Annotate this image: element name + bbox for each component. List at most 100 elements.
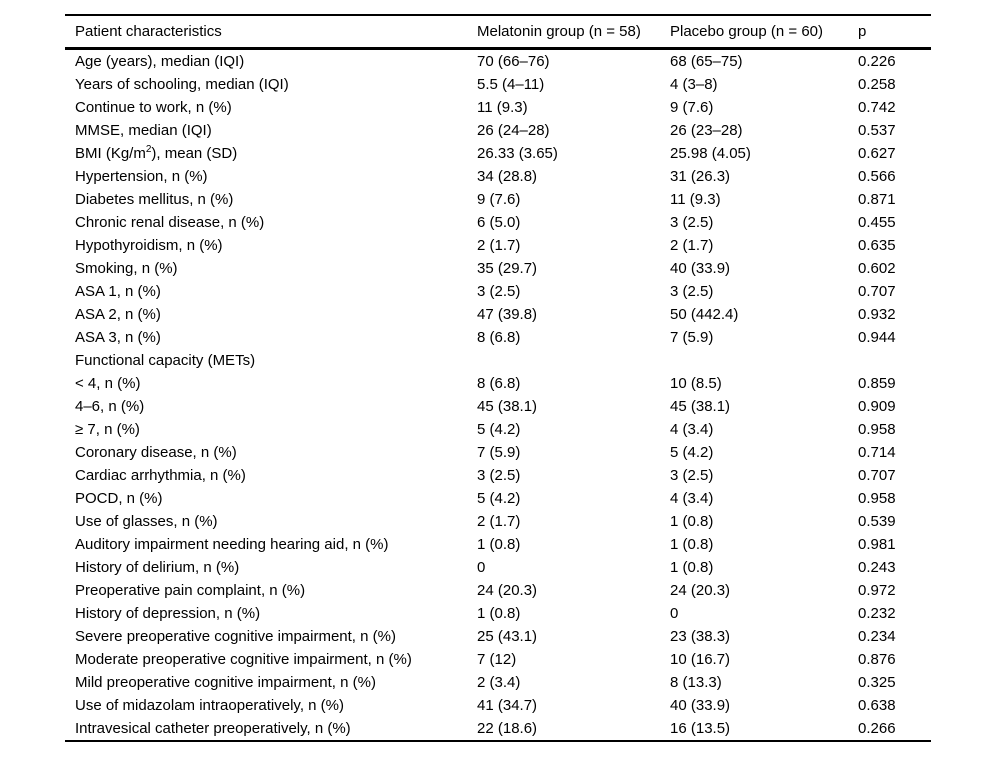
cell-placebo: 4 (3–8) xyxy=(670,76,718,93)
table-row: Functional capacity (METs) xyxy=(65,349,931,372)
cell-p: 0.932 xyxy=(858,306,896,323)
cell-melatonin: 3 (2.5) xyxy=(477,283,521,300)
cell-label: Auditory impairment needing hearing aid,… xyxy=(75,536,389,553)
cell-label: Functional capacity (METs) xyxy=(75,352,256,369)
column-header-melatonin-group: Melatonin group (n = 58) xyxy=(477,23,641,40)
column-header-p-value: p xyxy=(858,23,867,40)
table-header-row: Patient characteristics Melatonin group … xyxy=(65,15,931,49)
cell-placebo: 26 (23–28) xyxy=(670,122,743,139)
cell-label: Hypothyroidism, n (%) xyxy=(75,237,223,254)
cell-placebo: 8 (13.3) xyxy=(670,674,722,691)
table-row: History of delirium, n (%) 0 1 (0.8) 0.243 xyxy=(65,556,931,579)
cell-placebo: 1 (0.8) xyxy=(670,559,714,576)
cell-placebo: 4 (3.4) xyxy=(670,490,714,507)
cell-melatonin: 3 (2.5) xyxy=(477,467,521,484)
cell-p: 0.602 xyxy=(858,260,896,277)
cell-melatonin: 5.5 (4–11) xyxy=(477,76,545,93)
cell-placebo: 1 (0.8) xyxy=(670,536,714,553)
cell-placebo: 31 (26.3) xyxy=(670,168,731,185)
cell-placebo: 23 (38.3) xyxy=(670,628,731,645)
column-header-patient-characteristics: Patient characteristics xyxy=(75,23,222,40)
cell-p: 0.876 xyxy=(858,651,896,668)
cell-melatonin: 11 (9.3) xyxy=(477,99,528,116)
cell-placebo: 16 (13.5) xyxy=(670,720,731,737)
cell-label: Mild preoperative cognitive impairment, … xyxy=(75,674,376,691)
table-row: ASA 1, n (%) 3 (2.5) 3 (2.5) 0.707 xyxy=(65,280,931,303)
cell-melatonin: 22 (18.6) xyxy=(477,720,538,737)
cell-p: 0.981 xyxy=(858,536,896,553)
cell-p: 0.635 xyxy=(858,237,896,254)
table-row: ASA 2, n (%) 47 (39.8) 50 (442.4) 0.932 xyxy=(65,303,931,326)
cell-label: ASA 1, n (%) xyxy=(75,283,161,300)
table-row: Hypothyroidism, n (%) 2 (1.7) 2 (1.7) 0.635 xyxy=(65,234,931,257)
table-row: POCD, n (%) 5 (4.2) 4 (3.4) 0.958 xyxy=(65,487,931,510)
table-row: Auditory impairment needing hearing aid,… xyxy=(65,533,931,556)
cell-p: 0.566 xyxy=(858,168,896,185)
cell-melatonin: 6 (5.0) xyxy=(477,214,521,231)
cell-placebo: 5 (4.2) xyxy=(670,444,714,461)
table-row: MMSE, median (IQI) 26 (24–28) 26 (23–28) 0.… xyxy=(65,119,931,142)
cell-p: 0.714 xyxy=(858,444,896,461)
cell-melatonin: 34 (28.8) xyxy=(477,168,538,185)
cell-p: 0.266 xyxy=(858,720,896,737)
cell-placebo: 24 (20.3) xyxy=(670,582,731,599)
cell-label: History of depression, n (%) xyxy=(75,605,261,622)
cell-label: ASA 2, n (%) xyxy=(75,306,161,323)
table-row: < 4, n (%) 8 (6.8) 10 (8.5) 0.859 xyxy=(65,372,931,395)
cell-label: Cardiac arrhythmia, n (%) xyxy=(75,467,246,484)
cell-melatonin: 24 (20.3) xyxy=(477,582,538,599)
cell-melatonin: 2 (1.7) xyxy=(477,237,521,254)
cell-placebo: 3 (2.5) xyxy=(670,214,714,231)
cell-melatonin: 7 (12) xyxy=(477,651,517,668)
cell-melatonin: 5 (4.2) xyxy=(477,421,521,438)
table-body: Age (years), median (IQI) 70 (66–76) 68 (6… xyxy=(65,49,931,742)
cell-label: Preoperative pain complaint, n (%) xyxy=(75,582,306,599)
table-row: BMI (Kg/m2), mean (SD) 26.33 (3.65) 25.98 … xyxy=(65,142,931,165)
table-row: History of depression, n (%) 1 (0.8) 0 0.23… xyxy=(65,602,931,625)
cell-p: 0.539 xyxy=(858,513,896,530)
cell-placebo: 11 (9.3) xyxy=(670,191,721,208)
cell-label: Smoking, n (%) xyxy=(75,260,178,277)
cell-p: 0.958 xyxy=(858,490,896,507)
cell-p: 0.325 xyxy=(858,674,896,691)
column-header-placebo-group: Placebo group (n = 60) xyxy=(670,23,824,40)
table-row: Cardiac arrhythmia, n (%) 3 (2.5) 3 (2.5) 0… xyxy=(65,464,931,487)
table-row: Age (years), median (IQI) 70 (66–76) 68 (6… xyxy=(65,49,931,74)
cell-label: MMSE, median (IQI) xyxy=(75,122,212,139)
cell-melatonin: 26 (24–28) xyxy=(477,122,550,139)
cell-melatonin: 1 (0.8) xyxy=(477,605,521,622)
cell-melatonin: 41 (34.7) xyxy=(477,697,538,714)
cell-placebo: 2 (1.7) xyxy=(670,237,714,254)
cell-placebo: 3 (2.5) xyxy=(670,283,714,300)
cell-label: Age (years), median (IQI) xyxy=(75,53,245,70)
cell-label: BMI (Kg/m2), mean (SD) xyxy=(75,144,238,163)
cell-melatonin: 0 xyxy=(477,559,486,576)
cell-melatonin: 7 (5.9) xyxy=(477,444,521,461)
cell-placebo: 10 (8.5) xyxy=(670,375,722,392)
cell-p: 0.859 xyxy=(858,375,896,392)
cell-melatonin: 45 (38.1) xyxy=(477,398,538,415)
cell-p: 0.258 xyxy=(858,76,896,93)
cell-label: Years of schooling, median (IQI) xyxy=(75,76,289,93)
cell-p: 0.909 xyxy=(858,398,896,415)
cell-label: < 4, n (%) xyxy=(75,375,141,392)
table-row: Use of midazolam intraoperatively, n (%)… xyxy=(65,694,931,717)
cell-melatonin: 47 (39.8) xyxy=(477,306,538,323)
table-row: Severe preoperative cognitive impairment… xyxy=(65,625,931,648)
cell-p: 0.627 xyxy=(858,145,896,162)
table-row: Diabetes mellitus, n (%) 9 (7.6) 11 (9.3) 0… xyxy=(65,188,931,211)
cell-melatonin: 35 (29.7) xyxy=(477,260,538,277)
cell-p xyxy=(858,349,931,372)
cell-p: 0.234 xyxy=(858,628,896,645)
cell-p: 0.944 xyxy=(858,329,896,346)
cell-melatonin: 25 (43.1) xyxy=(477,628,538,645)
cell-p: 0.226 xyxy=(858,53,896,70)
cell-p: 0.871 xyxy=(858,191,896,208)
cell-placebo: 7 (5.9) xyxy=(670,329,714,346)
cell-melatonin: 70 (66–76) xyxy=(477,53,550,70)
cell-melatonin: 8 (6.8) xyxy=(477,375,521,392)
cell-melatonin: 5 (4.2) xyxy=(477,490,521,507)
table-row: Moderate preoperative cognitive impairme… xyxy=(65,648,931,671)
cell-label: Chronic renal disease, n (%) xyxy=(75,214,265,231)
table-row: Mild preoperative cognitive impairment, … xyxy=(65,671,931,694)
